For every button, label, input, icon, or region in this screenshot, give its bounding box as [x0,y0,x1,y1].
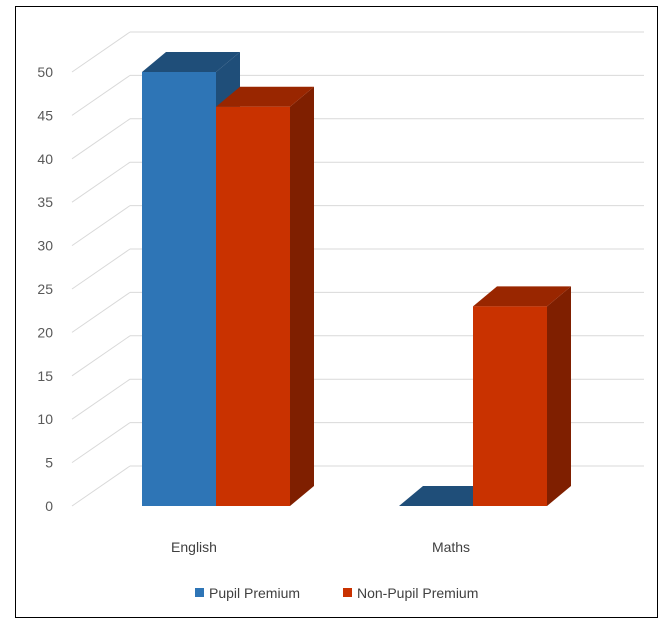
gridline-diagonal [71,422,131,464]
gridline-diagonal [71,74,131,116]
gridline-diagonal [71,118,131,160]
category-label: Maths [432,539,470,555]
gridline-diagonal [71,161,131,203]
y-tick-label: 25 [37,281,53,297]
legend-swatch [195,588,204,597]
gridline-diagonal [71,335,131,377]
bar-top [216,86,314,107]
y-tick-label: 40 [37,151,53,167]
y-tick-label: 35 [37,194,53,210]
y-tick-label: 50 [37,64,53,80]
category-label: English [171,539,217,555]
y-tick-label: 45 [37,107,53,123]
gridline-diagonal [71,205,131,247]
bar-top [399,486,497,506]
bar-maths-1 [473,286,571,506]
bars [142,52,571,506]
bar-front [473,306,547,506]
bar-front [216,106,290,506]
legend-label: Non-Pupil Premium [357,585,478,601]
bar-front [142,72,216,506]
bar-side [290,86,314,506]
x-axis-categories: English Maths [171,539,470,555]
legend-swatch [343,588,352,597]
bar-top [473,286,571,307]
bar-top [142,52,240,72]
gridline-diagonal [71,31,131,73]
legend: Pupil Premium Non-Pupil Premium [195,585,478,601]
legend-label: Pupil Premium [209,585,300,601]
y-tick-label: 20 [37,324,53,340]
legend-item: Pupil Premium [195,585,300,601]
y-tick-label: 15 [37,368,53,384]
bar-english-1 [216,86,314,506]
gridline-diagonal [71,465,131,507]
gridline-diagonal [71,378,131,420]
gridline-diagonal [71,291,131,333]
y-tick-label: 30 [37,238,53,254]
y-axis-ticks: 0 5 10 15 20 25 30 35 40 45 50 [37,64,53,514]
y-tick-label: 0 [45,498,53,514]
y-tick-label: 10 [37,411,53,427]
y-tick-label: 5 [45,455,53,471]
gridline-diagonal [71,248,131,290]
legend-item: Non-Pupil Premium [343,585,478,601]
bar-maths-0 [399,486,497,506]
bar-side [547,286,571,506]
